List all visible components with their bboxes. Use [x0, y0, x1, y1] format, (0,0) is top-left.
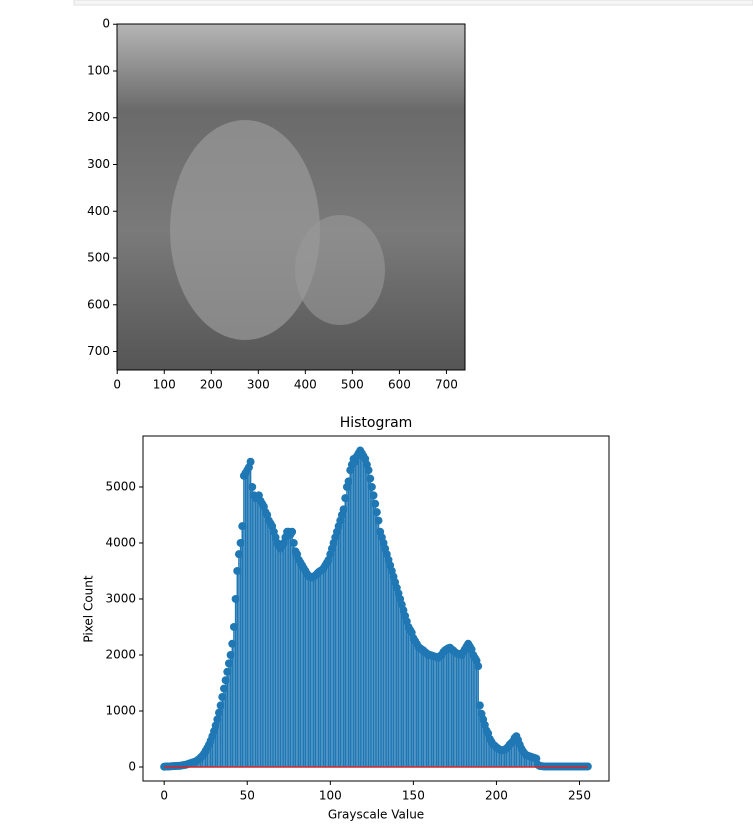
- stem-marker: [374, 516, 383, 525]
- y-tick-label: 200: [87, 110, 110, 124]
- stem-marker: [238, 522, 247, 531]
- x-tick-label: 150: [402, 789, 425, 803]
- x-tick-label: 0: [113, 378, 121, 392]
- stem-marker: [221, 676, 230, 685]
- x-tick-label: 50: [240, 789, 255, 803]
- stem-marker: [231, 594, 240, 603]
- y-tick-label: 1000: [105, 703, 136, 717]
- stem-marker: [372, 508, 381, 517]
- stem-marker: [229, 622, 238, 631]
- stem-marker: [371, 499, 380, 508]
- stem-marker: [236, 538, 245, 547]
- image-axes: 0 100 200 300 400 500 600 700 0 100 200 300 400 500 60…: [87, 17, 466, 392]
- image-subject: [170, 120, 320, 340]
- y-tick-label: 400: [87, 204, 110, 218]
- stem-marker: [475, 701, 484, 710]
- x-tick-label: 500: [341, 378, 364, 392]
- stem-marker: [248, 482, 257, 491]
- stem-marker: [228, 639, 237, 648]
- y-tick-label: 4000: [105, 535, 136, 549]
- y-tick-label: 2000: [105, 647, 136, 661]
- y-tick-label: 3000: [105, 591, 136, 605]
- x-tick-label: 200: [485, 789, 508, 803]
- x-tick-label: 0: [160, 789, 168, 803]
- x-tick-label: 300: [247, 378, 270, 392]
- axes-frame: [116, 23, 466, 371]
- stem-marker: [341, 494, 350, 503]
- stem-marker: [367, 482, 376, 491]
- stem-marker: [224, 659, 233, 668]
- axes-frame: [142, 435, 610, 782]
- stem-marker: [213, 715, 222, 724]
- y-tick-label: 300: [87, 157, 110, 171]
- y-tick-label: 5000: [105, 479, 136, 493]
- stem-marker: [211, 721, 220, 730]
- stem-marker: [223, 667, 232, 676]
- x-tick-label: 250: [568, 789, 591, 803]
- stem-marker: [215, 708, 224, 717]
- stem-marker: [474, 662, 483, 671]
- y-tick-label: 600: [87, 297, 110, 311]
- image-subject: [295, 215, 385, 325]
- stem-marker: [216, 701, 225, 710]
- y-tick-label: 0: [128, 759, 136, 773]
- stem-marker: [234, 550, 243, 559]
- stem-marker: [226, 650, 235, 659]
- x-tick-label: 200: [200, 378, 223, 392]
- stem-marker: [339, 505, 348, 514]
- y-axis-label: Pixel Count: [82, 575, 96, 643]
- stem-marker: [219, 684, 228, 693]
- x-tick-label: 400: [294, 378, 317, 392]
- stem-marker: [218, 692, 227, 701]
- stem-marker: [288, 527, 297, 536]
- chart-title: Histogram: [340, 415, 413, 431]
- stem-marker: [344, 477, 353, 486]
- stem-marker: [369, 491, 378, 500]
- y-tick-label: 700: [87, 344, 110, 358]
- stem-marker: [246, 457, 255, 466]
- stem-marker: [366, 474, 375, 483]
- stem-marker: [532, 754, 541, 763]
- x-tick-label: 700: [435, 378, 458, 392]
- y-tick-label: 500: [87, 251, 110, 265]
- histogram-axes: Histogram Grayscale Value Pixel Count 0 5…: [82, 415, 610, 822]
- x-axis-label: Grayscale Value: [328, 808, 424, 822]
- x-tick-label: 100: [153, 378, 176, 392]
- x-tick-label: 600: [388, 378, 411, 392]
- x-tick-label: 100: [319, 789, 342, 803]
- cell-border: [73, 0, 753, 6]
- stem-marker: [289, 538, 298, 547]
- stems: [163, 450, 589, 767]
- y-tick-label: 0: [102, 17, 110, 31]
- stem-marker: [364, 466, 373, 475]
- y-tick-label: 100: [87, 63, 110, 77]
- stem-marker: [233, 566, 242, 575]
